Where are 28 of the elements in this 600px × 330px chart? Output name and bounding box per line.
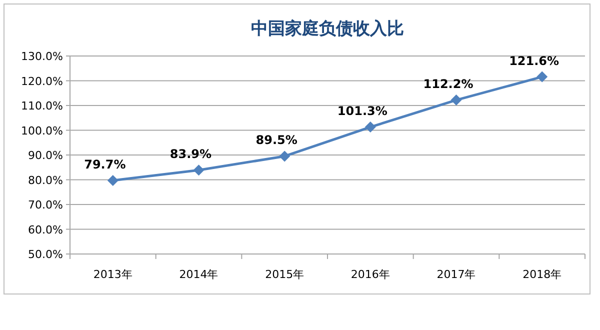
y-tick-label: 120.0% — [21, 74, 63, 88]
data-label: 101.3% — [337, 104, 388, 118]
data-label: 121.6% — [509, 54, 560, 68]
y-tick-label: 70.0% — [28, 198, 63, 212]
x-tick-label: 2015年 — [265, 268, 304, 281]
point — [279, 150, 290, 162]
y-tick-label: 90.0% — [28, 149, 63, 162]
y-tick-label: 130.0% — [21, 50, 63, 63]
x-tick-label: 2016年 — [350, 268, 390, 281]
point — [364, 122, 376, 133]
x-tick-label: 2017年 — [436, 268, 476, 281]
x-tick-label: 2018年 — [522, 268, 562, 281]
point — [193, 164, 204, 176]
x-tick-label: 2013年 — [93, 268, 132, 281]
y-tick-label: 100.0% — [21, 124, 63, 138]
data-label: 83.9% — [170, 147, 212, 162]
data-label: 89.5% — [256, 133, 298, 148]
point — [536, 71, 548, 82]
y-tick-label: 60.0% — [28, 223, 63, 236]
data-label: 79.7% — [84, 157, 126, 172]
point — [107, 174, 118, 186]
point — [450, 94, 462, 106]
y-tick-label: 110.0% — [21, 100, 63, 112]
y-tick-label: 50.0% — [28, 248, 63, 261]
chart-title: 中国家庭负债收入比 — [251, 19, 404, 39]
y-tick-label: 80.0% — [28, 174, 63, 187]
data-label: 112.2% — [423, 77, 474, 92]
x-tick-label: 2014年 — [179, 268, 218, 281]
